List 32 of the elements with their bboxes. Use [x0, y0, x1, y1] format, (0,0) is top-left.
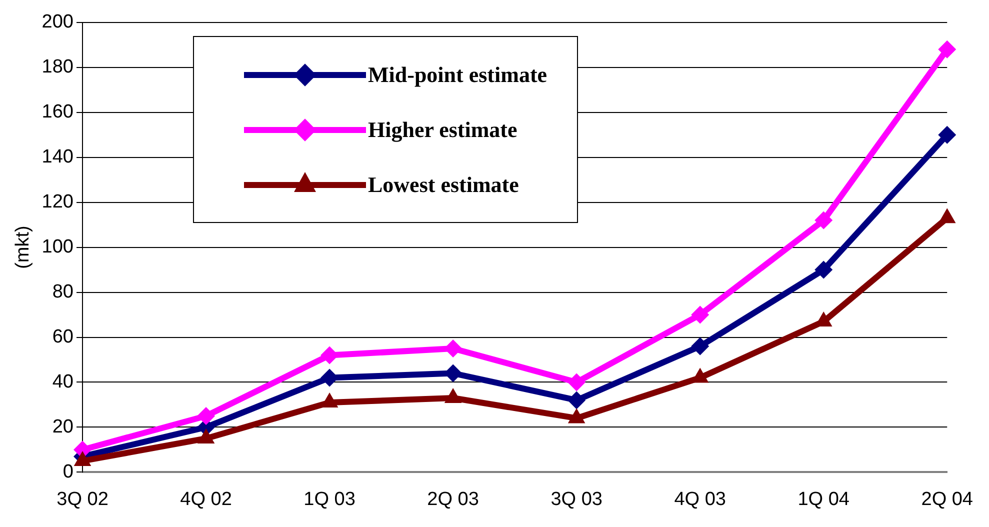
point — [691, 337, 710, 356]
y-tick-label: 160 — [42, 102, 74, 123]
y-tick-label: 140 — [42, 146, 74, 168]
point — [568, 373, 586, 392]
y-tick-label: 100 — [42, 236, 74, 258]
point — [814, 211, 833, 230]
y-tick-label: 20 — [52, 416, 74, 438]
x-tick-label: 2Q 04 — [921, 488, 974, 510]
y-tick-label: 180 — [42, 56, 74, 78]
point — [568, 391, 586, 410]
point — [197, 406, 216, 425]
y-tick-label: 80 — [52, 282, 74, 303]
x-tick-label: 3Q 02 — [56, 488, 108, 510]
y-tick-label: 0 — [62, 461, 74, 482]
y-tick-label: 40 — [52, 371, 74, 392]
x-tick-label: 4Q 02 — [180, 488, 232, 510]
x-tick-label: 3Q 03 — [550, 488, 602, 510]
point — [691, 306, 710, 324]
point — [938, 126, 956, 144]
x-tick-label: 1Q 03 — [304, 488, 356, 510]
x-tick-label: 4Q 03 — [674, 488, 726, 510]
y-axis-title: (mkt) — [12, 226, 34, 269]
legend-label: Higher estimate — [368, 116, 518, 142]
legend-label: Mid-point estimate — [368, 62, 548, 88]
y-tick-label: 120 — [42, 192, 74, 213]
point — [938, 40, 956, 58]
y-tick-label: 60 — [52, 326, 74, 348]
point — [814, 260, 833, 279]
x-tick-label: 1Q 04 — [798, 488, 850, 510]
x-tick-label: 2Q 03 — [427, 488, 479, 510]
y-tick-label: 200 — [42, 12, 74, 33]
legend-label: Lowest estimate — [368, 172, 519, 198]
